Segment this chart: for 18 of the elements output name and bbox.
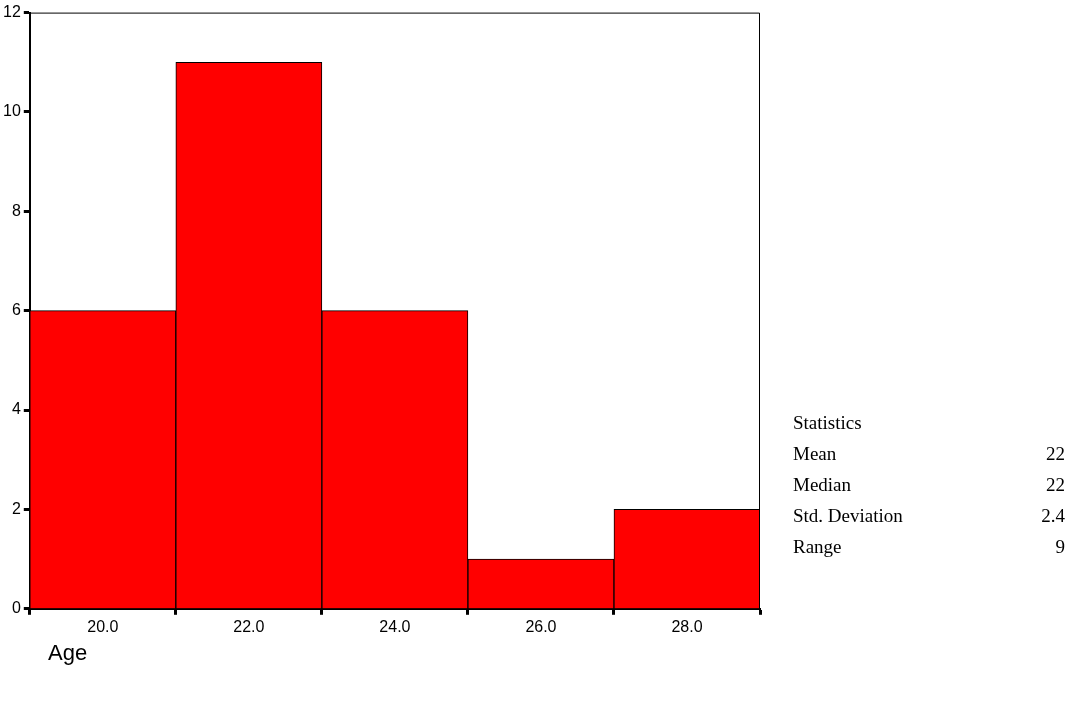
text: Range 9 (793, 536, 1065, 557)
x-tick-label: 28.0 (671, 617, 703, 635)
x-axis-title: Age (48, 640, 88, 666)
text: Mean 22 (793, 443, 1065, 464)
y-tick-label: 4 (11, 400, 21, 418)
x-tick-label: 20.0 (87, 617, 119, 635)
x-tick-label: 26.0 (525, 617, 557, 635)
y-tick-label: 2 (11, 499, 21, 517)
y-tick-label: 12 (3, 3, 21, 21)
y-tick-label: 6 (11, 301, 21, 319)
text: Std. Deviation 2.4 (793, 505, 1065, 526)
y-tick-label: 0 (11, 599, 21, 617)
y-tick-label: 10 (3, 102, 21, 120)
x-tick-label: 24.0 (379, 617, 411, 635)
y-tick-label: 8 (11, 201, 21, 219)
x-tick-label: 22.0 (233, 617, 265, 635)
text: Statistics (793, 412, 863, 434)
text: Median 22 (793, 474, 1065, 495)
